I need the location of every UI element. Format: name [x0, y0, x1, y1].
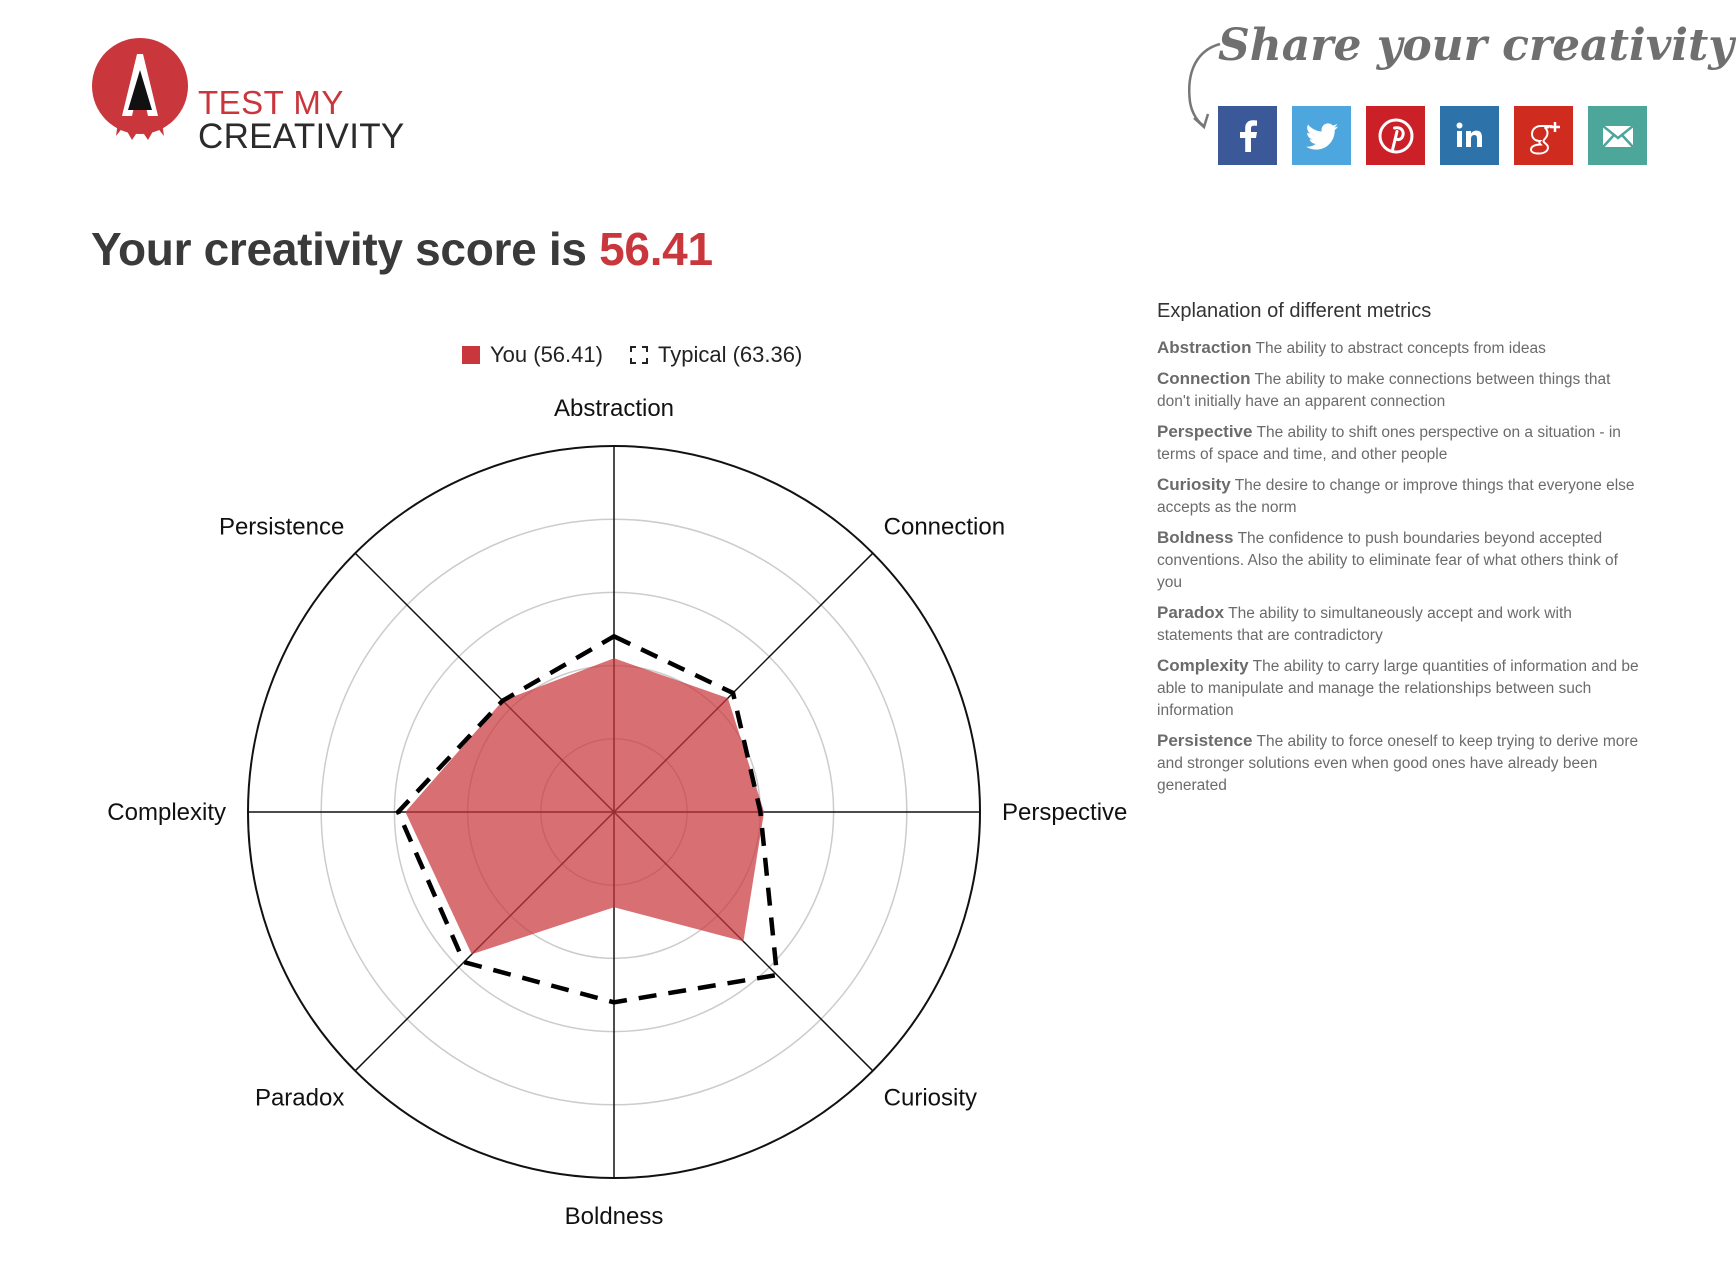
metric-name: Paradox [1157, 603, 1225, 622]
metric-description: The ability to force oneself to keep try… [1157, 733, 1639, 794]
legend-item-you[interactable]: You (56.41) [462, 342, 603, 368]
twitter-icon [1305, 122, 1338, 150]
axis-label-connection: Connection [884, 513, 1005, 540]
share-facebook-button[interactable] [1218, 106, 1277, 165]
radar-series-typical [395, 633, 780, 1005]
metric-description: The ability to abstract concepts from id… [1255, 340, 1546, 357]
axis-label-complexity: Complexity [107, 799, 226, 826]
metric-description: The ability to simultaneously accept and… [1157, 605, 1572, 644]
metric-list: Abstraction The ability to abstract conc… [1157, 337, 1647, 797]
metric-name: Perspective [1157, 422, 1253, 441]
metric-curiosity: Curiosity The desire to change or improv… [1157, 474, 1647, 519]
legend-label-typical: Typical (63.36) [658, 342, 803, 367]
score-value: 56.41 [599, 223, 713, 275]
metric-name: Curiosity [1157, 475, 1231, 494]
metrics-explanation: Explanation of different metrics Abstrac… [1157, 300, 1647, 805]
metric-complexity: Complexity The ability to carry large qu… [1157, 655, 1647, 722]
share-pinterest-button[interactable] [1366, 106, 1425, 165]
metric-description: The confidence to push boundaries beyond… [1157, 530, 1618, 591]
metric-paradox: Paradox The ability to simultaneously ac… [1157, 602, 1647, 647]
logo-text-creativity: CREATIVITY [198, 117, 405, 156]
share-google-plus-button[interactable] [1514, 106, 1573, 165]
axis-label-persistence: Persistence [219, 513, 344, 540]
legend-swatch-typical [630, 346, 648, 364]
metric-perspective: Perspective The ability to shift ones pe… [1157, 421, 1647, 466]
facebook-icon [1239, 119, 1257, 152]
google-plus-icon [1529, 121, 1560, 155]
score-heading-text: Your creativity score is [91, 223, 587, 275]
axis-label-curiosity: Curiosity [884, 1085, 977, 1112]
metric-description: The ability to shift ones perspective on… [1157, 424, 1621, 463]
axis-label-abstraction: Abstraction [554, 395, 674, 422]
metric-name: Abstraction [1157, 338, 1252, 357]
metric-persistence: Persistence The ability to force oneself… [1157, 730, 1647, 797]
metric-name: Connection [1157, 369, 1251, 388]
metric-abstraction: Abstraction The ability to abstract conc… [1157, 337, 1647, 360]
curved-arrow-icon [1188, 42, 1221, 130]
score-heading: Your creativity score is 56.41 [91, 222, 713, 276]
explanation-title: Explanation of different metrics [1157, 300, 1432, 322]
legend-item-typical[interactable]: Typical (63.36) [630, 342, 802, 368]
metric-connection: Connection The ability to make connectio… [1157, 368, 1647, 413]
axis-label-perspective: Perspective [1002, 799, 1127, 826]
metric-boldness: Boldness The confidence to push boundari… [1157, 527, 1647, 594]
metric-description: The desire to change or improve things t… [1157, 477, 1635, 516]
axis-label-paradox: Paradox [255, 1085, 344, 1112]
legend-label-you: You (56.41) [490, 342, 603, 367]
legend-swatch-you [462, 346, 480, 364]
mail-icon [1601, 124, 1634, 148]
share-twitter-button[interactable] [1292, 106, 1351, 165]
logo-text-test-my: TEST MY [198, 84, 344, 121]
metric-description: The ability to make connections between … [1157, 371, 1611, 410]
radar-chart: Abstraction Connection Perspective Curiosit… [107, 395, 1127, 1230]
logo-icon [92, 38, 188, 140]
metric-name: Complexity [1157, 656, 1249, 675]
metric-name: Boldness [1157, 528, 1234, 547]
share-heading: Share your creativity [1218, 20, 1734, 71]
share-email-button[interactable] [1588, 106, 1647, 165]
pinterest-icon [1378, 118, 1413, 153]
metric-description: The ability to carry large quantities of… [1157, 658, 1639, 719]
logo[interactable]: TEST MY CREATIVITY [90, 36, 404, 156]
linkedin-icon [1456, 122, 1482, 147]
share-linkedin-button[interactable] [1440, 106, 1499, 165]
axis-label-boldness: Boldness [565, 1203, 664, 1230]
radar-series-you [405, 658, 765, 955]
metric-name: Persistence [1157, 731, 1253, 750]
